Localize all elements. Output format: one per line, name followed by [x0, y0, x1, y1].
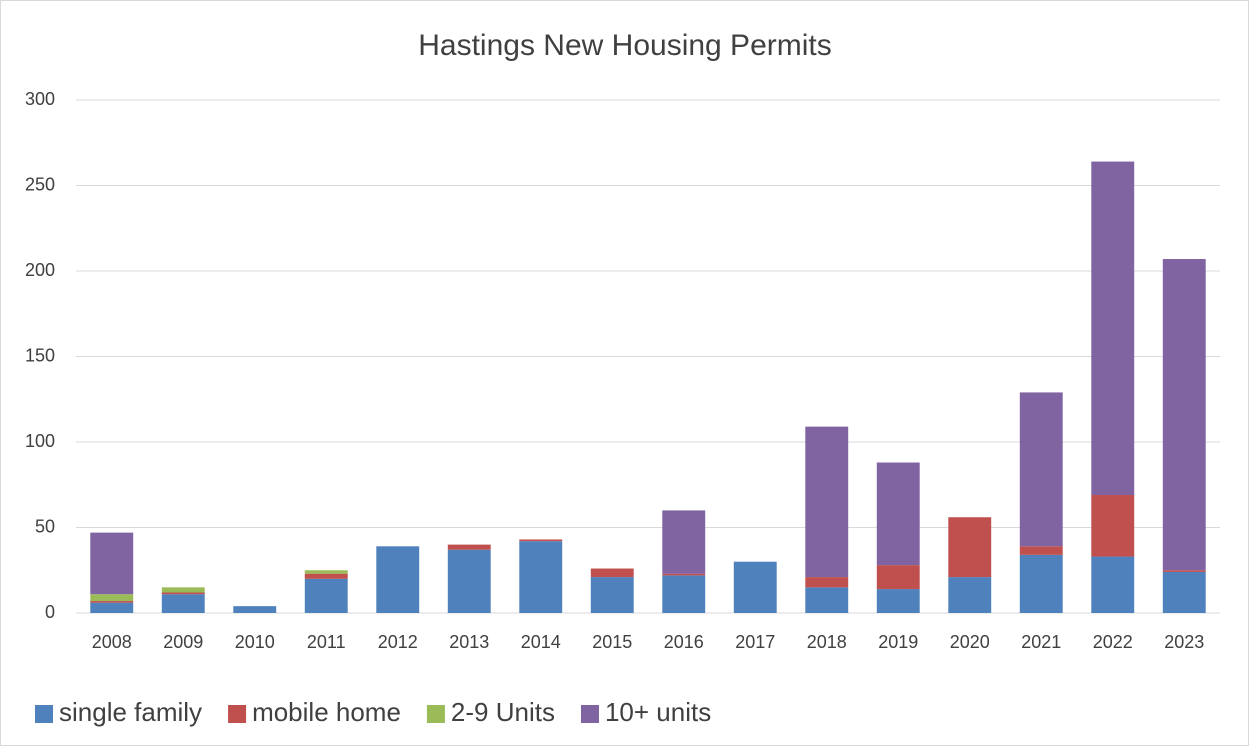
bar-segment	[805, 426, 849, 578]
legend-swatch	[35, 705, 53, 723]
bar-segment	[304, 570, 348, 574]
bar-segment	[161, 594, 205, 613]
legend-label: single family	[59, 697, 202, 727]
bar-segment	[1019, 554, 1063, 613]
x-tick-label: 2023	[1164, 632, 1204, 652]
bar-segment	[805, 577, 849, 588]
bar-segment	[948, 517, 992, 578]
y-tick-label: 50	[35, 516, 55, 536]
bar-segment	[376, 546, 420, 613]
y-tick-label: 150	[25, 345, 55, 365]
bar-segment	[90, 601, 134, 603]
x-tick-label: 2017	[735, 632, 775, 652]
x-tick-label: 2013	[449, 632, 489, 652]
x-tick-label: 2015	[592, 632, 632, 652]
x-tick-label: 2021	[1021, 632, 1061, 652]
chart-title: Hastings New Housing Permits	[418, 29, 831, 62]
bar-segment	[1091, 161, 1135, 496]
bar-segment	[948, 577, 992, 613]
y-tick-label: 0	[45, 602, 55, 622]
bar-segment	[233, 606, 277, 613]
bar-segment	[1162, 570, 1206, 572]
bar-segment	[876, 462, 920, 566]
bar-segment	[805, 587, 849, 613]
x-tick-label: 2008	[92, 632, 132, 652]
x-tick-label: 2009	[163, 632, 203, 652]
bar-segment	[1162, 571, 1206, 613]
bar-segment	[733, 561, 777, 613]
x-tick-label: 2011	[307, 632, 346, 652]
bar-segment	[304, 578, 348, 613]
bar-segment	[590, 568, 634, 578]
bar-segment	[1019, 392, 1063, 547]
x-tick-label: 2018	[807, 632, 847, 652]
bar-segment	[447, 549, 491, 613]
bar-segment	[161, 587, 205, 593]
x-tick-label: 2014	[521, 632, 561, 652]
bar-segment	[590, 577, 634, 613]
bar-segment	[662, 573, 706, 576]
bar-segment	[1162, 259, 1206, 571]
legend-swatch	[580, 705, 599, 723]
x-tick-label: 2020	[950, 632, 990, 652]
x-tick-label: 2022	[1093, 632, 1133, 652]
bar-segment	[447, 544, 491, 550]
bar-segment	[876, 565, 920, 590]
x-tick-label: 2010	[235, 632, 275, 652]
y-tick-label: 250	[25, 174, 55, 194]
x-tick-label: 2016	[664, 632, 704, 652]
bar-segment	[1019, 546, 1063, 555]
bar-segment	[1091, 556, 1135, 613]
bar-segment	[90, 602, 134, 613]
y-tick-label: 100	[25, 431, 55, 451]
bar-segment	[519, 541, 563, 613]
bar-segment	[90, 594, 134, 602]
bar-segment	[161, 592, 205, 595]
legend-swatch	[228, 705, 247, 723]
legend-label: mobile home	[252, 697, 401, 727]
bar-segment	[876, 589, 920, 613]
x-tick-label: 2012	[378, 632, 418, 652]
legend-label: 10+ units	[605, 697, 711, 727]
y-tick-label: 200	[25, 260, 55, 280]
bar-segment	[304, 573, 348, 579]
bar-segment	[662, 575, 706, 613]
bar-segment	[662, 510, 706, 574]
legend-swatch	[426, 705, 445, 723]
legend-label: 2-9 Units	[451, 697, 555, 727]
bar-segment	[519, 539, 563, 542]
x-tick-label: 2019	[878, 632, 918, 652]
y-tick-label: 300	[25, 89, 55, 109]
bar-segment	[90, 532, 134, 595]
bar-segment	[1091, 495, 1135, 557]
